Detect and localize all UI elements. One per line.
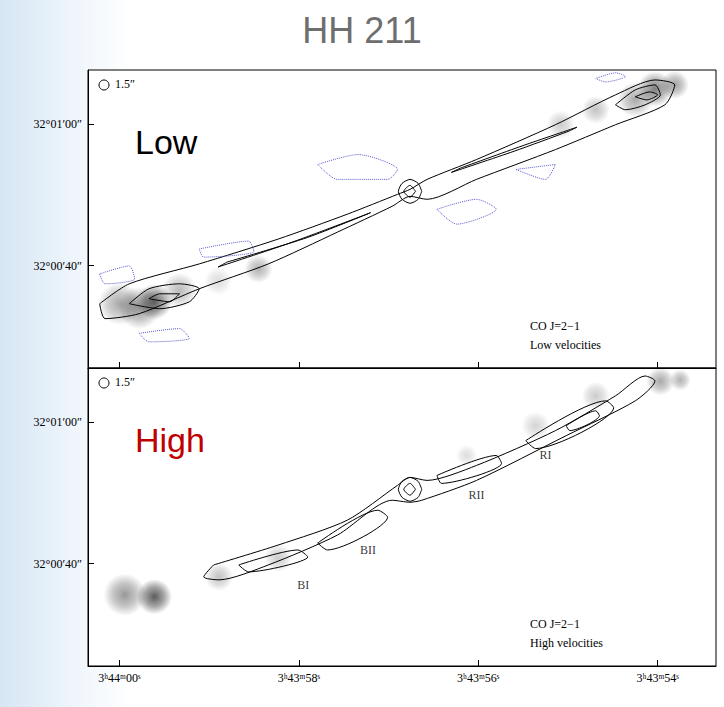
svg-text:CO J=2−1: CO J=2−1 bbox=[530, 617, 580, 631]
svg-text:1.5″: 1.5″ bbox=[115, 77, 135, 91]
svg-text:3ʰ43ᵐ56ˢ: 3ʰ43ᵐ56ˢ bbox=[457, 671, 500, 685]
svg-text:32°00′40″: 32°00′40″ bbox=[34, 557, 82, 571]
svg-text:32°00′40″: 32°00′40″ bbox=[34, 259, 82, 273]
svg-text:3ʰ43ᵐ58ˢ: 3ʰ43ᵐ58ˢ bbox=[278, 671, 321, 685]
svg-text:32°01′00″: 32°01′00″ bbox=[34, 415, 82, 429]
svg-text:HH 211: HH 211 bbox=[302, 10, 421, 51]
svg-text:3ʰ44ᵐ00ˢ: 3ʰ44ᵐ00ˢ bbox=[98, 671, 141, 685]
svg-text:Low: Low bbox=[135, 123, 198, 161]
svg-text:High: High bbox=[135, 421, 205, 459]
svg-text:3ʰ43ᵐ54ˢ: 3ʰ43ᵐ54ˢ bbox=[637, 671, 680, 685]
svg-text:BI: BI bbox=[297, 578, 309, 592]
svg-text:Low velocities: Low velocities bbox=[530, 338, 601, 352]
svg-text:1.5″: 1.5″ bbox=[115, 375, 135, 389]
svg-text:High velocities: High velocities bbox=[530, 636, 603, 650]
svg-text:32°01′00″: 32°01′00″ bbox=[34, 117, 82, 131]
svg-text:BII: BII bbox=[360, 543, 376, 557]
svg-text:RII: RII bbox=[468, 488, 484, 502]
svg-text:RI: RI bbox=[540, 448, 552, 462]
svg-text:CO J=2−1: CO J=2−1 bbox=[530, 319, 580, 333]
